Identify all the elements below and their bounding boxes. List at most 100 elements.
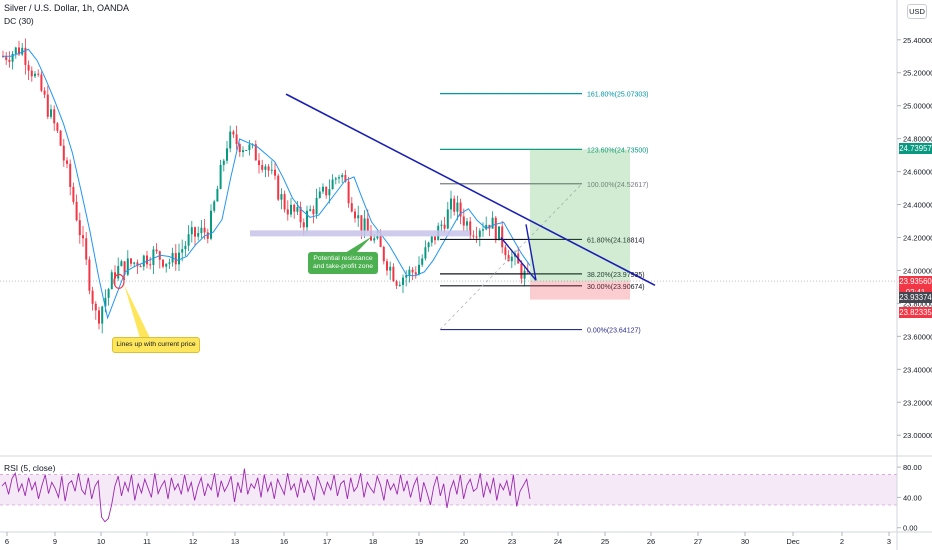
rsi-line	[1, 468, 531, 523]
x-tick-label: Dec	[786, 537, 800, 546]
candle-body	[523, 270, 526, 279]
note-resistance[interactable]: Potential resistance and take-profit zon…	[308, 252, 378, 274]
candle-body	[501, 226, 504, 248]
candle-body	[485, 224, 488, 230]
candle-body	[8, 59, 11, 62]
y-tick-label: 24.20000	[903, 234, 932, 243]
candle-body	[120, 261, 123, 267]
x-tick-label: 26	[647, 537, 655, 546]
candle-body	[446, 209, 449, 229]
candle-body	[219, 164, 222, 189]
candle-body	[302, 222, 305, 228]
y-tick-label: 23.20000	[903, 398, 932, 407]
candle-body	[392, 266, 395, 282]
indicator-label[interactable]: DC (30)	[4, 16, 34, 26]
fib-level-label: 161.80%(25.07303)	[587, 92, 649, 99]
candle-body	[62, 145, 65, 161]
candle-body	[270, 169, 273, 171]
x-tick-label: 25	[601, 537, 609, 546]
y-tick-label: 24.40000	[903, 201, 932, 210]
candle-body	[405, 275, 408, 278]
candle-body	[494, 217, 497, 241]
support-zone	[250, 230, 470, 237]
rsi-layer	[0, 468, 897, 523]
candle-body	[40, 74, 43, 91]
candle-body	[366, 218, 369, 232]
x-tick-label: 24	[554, 537, 562, 546]
candle-body	[30, 70, 33, 77]
candle-body	[402, 277, 404, 285]
candle-body	[152, 249, 155, 265]
candle-body	[184, 245, 187, 250]
donchian-line	[2, 48, 531, 320]
candle-body	[341, 175, 344, 178]
candle-body	[286, 209, 289, 215]
candle-body	[165, 263, 168, 267]
candle-body	[450, 198, 452, 210]
note-resistance-line1: Potential resistance	[313, 255, 373, 262]
position-target-zone	[530, 149, 630, 282]
candle-body	[238, 144, 241, 153]
fib-level-label: 30.00%(23.90674)	[587, 284, 645, 291]
candle-body	[418, 264, 420, 275]
candle-body	[398, 284, 401, 286]
candle-body	[482, 229, 484, 231]
candle-body	[296, 207, 299, 212]
x-tick-label: 2	[840, 537, 844, 546]
y-tick-label: 24.80000	[903, 135, 932, 144]
candle-body	[56, 123, 59, 131]
candle-body	[290, 204, 292, 215]
candle-body	[382, 246, 385, 262]
candle-body	[146, 255, 148, 265]
candle-body	[350, 203, 353, 212]
candle-body	[466, 221, 468, 226]
candle-body	[203, 227, 206, 233]
candle-body	[456, 202, 459, 212]
price-match-circle	[113, 273, 125, 289]
candle-body	[360, 215, 363, 231]
candle-body	[34, 73, 36, 77]
candle-body	[491, 217, 494, 229]
candle-body	[427, 242, 430, 248]
candle-body	[88, 259, 91, 291]
candle-body	[322, 186, 324, 192]
candle-body	[379, 236, 382, 247]
candle-body	[389, 266, 392, 271]
x-tick-label: 13	[231, 537, 239, 546]
currency-button[interactable]: USD	[907, 4, 927, 19]
candle-body	[130, 258, 132, 264]
rsi-label[interactable]: RSI (5, close)	[4, 463, 56, 473]
candle-body	[178, 252, 180, 265]
candle-body	[462, 216, 465, 226]
x-tick-label: 6	[5, 537, 9, 546]
candle-body	[264, 166, 267, 170]
fib-trend-line	[439, 183, 583, 330]
fib-level-label: 38.20%(23.97935)	[587, 272, 645, 279]
price-badge: 23.82335	[899, 307, 932, 319]
candle-body	[91, 290, 94, 304]
candle-body	[75, 201, 78, 221]
candle-body	[267, 166, 270, 171]
x-tick-label: 16	[280, 537, 288, 546]
y-tick-label: 23.40000	[903, 365, 932, 374]
candle-body	[149, 264, 152, 266]
candle-body	[24, 47, 27, 65]
candle-body	[85, 238, 88, 260]
candle-body	[453, 198, 456, 212]
candle-body	[334, 178, 337, 180]
y-tick-label: 25.00000	[903, 102, 932, 111]
candle-body	[373, 238, 376, 241]
candle-body	[440, 224, 443, 226]
candle-body	[229, 131, 232, 149]
price-badge: 23.93374	[899, 291, 932, 303]
candle-body	[283, 194, 286, 210]
note-lines-up[interactable]: Lines up with current price	[112, 337, 200, 353]
candle-body	[232, 131, 235, 135]
candle-body	[117, 266, 120, 279]
candle-body	[226, 148, 228, 161]
fib-level-label: 0.00%(23.64127)	[587, 328, 641, 335]
candle-body	[261, 165, 264, 170]
